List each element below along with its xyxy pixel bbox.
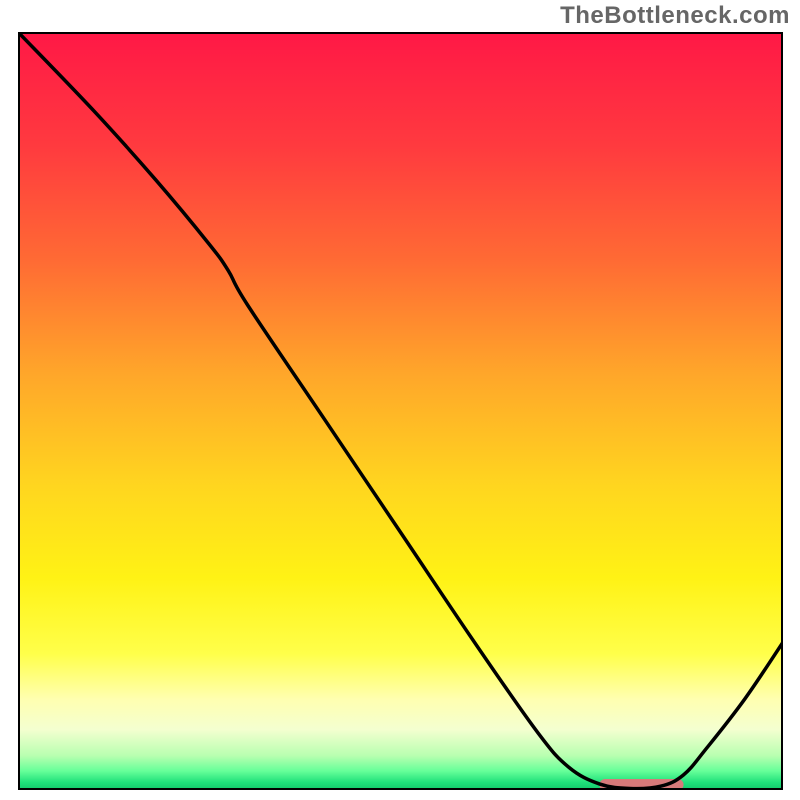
gradient-background: [18, 32, 783, 790]
chart-svg: [18, 32, 783, 790]
chart-plot-area: [18, 32, 783, 790]
watermark-text: TheBottleneck.com: [560, 2, 790, 30]
